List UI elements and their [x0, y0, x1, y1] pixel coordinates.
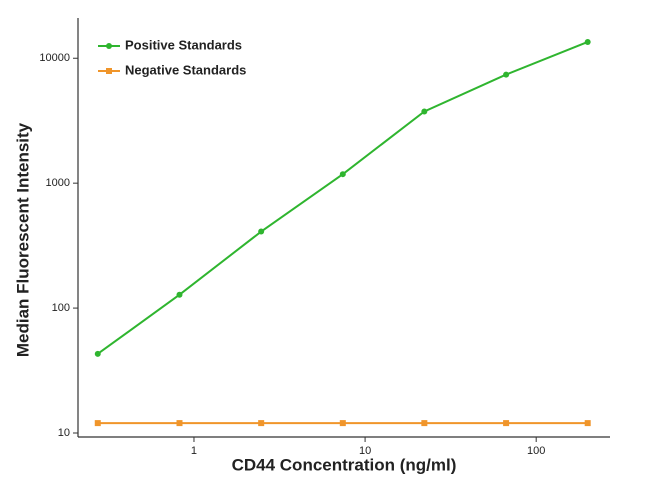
legend-marker	[106, 68, 112, 74]
marker	[176, 420, 183, 427]
series-line	[97, 41, 589, 355]
marker	[584, 38, 591, 45]
x-tick-label: 1	[191, 445, 197, 457]
y-tick-label: 1000	[46, 177, 70, 189]
marker	[339, 171, 346, 178]
marker	[258, 228, 265, 235]
x-tick-label: 100	[527, 445, 545, 457]
marker	[176, 291, 183, 298]
legend-marker	[106, 43, 112, 49]
marker	[503, 420, 510, 427]
marker	[584, 420, 591, 427]
y-tick-label: 10	[58, 427, 70, 439]
marker	[339, 420, 346, 427]
x-tick-label: 10	[359, 445, 371, 457]
x-axis-title: CD44 Concentration (ng/ml)	[232, 455, 457, 474]
legend-label: Negative Standards	[125, 62, 246, 77]
marker	[94, 350, 101, 357]
marker	[421, 420, 428, 427]
marker	[258, 420, 265, 427]
marker	[421, 108, 428, 115]
y-axis-title: Median Fluorescent Intensity	[13, 122, 32, 357]
y-tick-label: 100	[52, 302, 70, 314]
marker	[94, 420, 101, 427]
y-tick-label: 10000	[39, 52, 70, 64]
legend-label: Positive Standards	[125, 37, 242, 52]
marker	[503, 71, 510, 78]
